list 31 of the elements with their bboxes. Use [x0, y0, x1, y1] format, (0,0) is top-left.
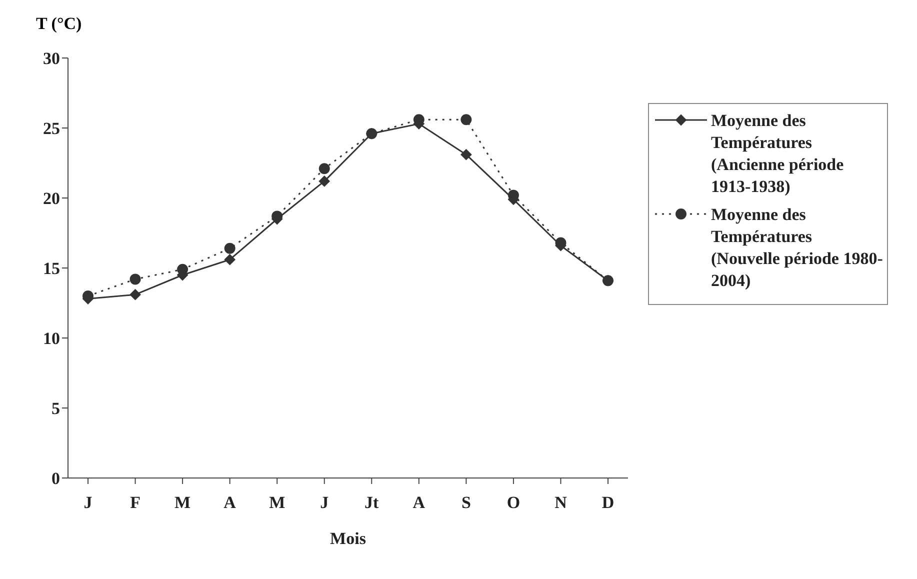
- point: [224, 254, 236, 266]
- x-tick-label: A: [412, 493, 426, 512]
- x-tick-label: O: [506, 493, 520, 512]
- x-tick-label: N: [554, 493, 568, 512]
- y-tick-label: 10: [43, 329, 60, 348]
- point: [318, 176, 330, 187]
- y-tick-label: 5: [52, 399, 60, 418]
- x-tick-label: S: [461, 493, 471, 512]
- point: [130, 289, 141, 300]
- x-axis-title: Mois: [330, 529, 366, 548]
- point: [460, 149, 472, 160]
- y-tick-label: 15: [43, 259, 60, 278]
- y-tick-label: 30: [43, 49, 60, 68]
- x-tick-label: F: [130, 493, 140, 512]
- y-tick-label: 0: [52, 469, 60, 488]
- x-tick-label: Jt: [364, 493, 380, 512]
- point: [460, 114, 472, 126]
- x-tick-label: D: [602, 493, 614, 512]
- y-axis-title: T (°C): [36, 14, 82, 34]
- x-tick-label: J: [84, 493, 93, 512]
- point: [130, 274, 141, 285]
- x-tick-label: A: [224, 493, 237, 512]
- point: [224, 242, 236, 254]
- x-tick-label: M: [269, 493, 286, 512]
- x-tick-label: M: [174, 493, 191, 512]
- legend-label: Moyenne des Températures (Nouvelle période 1980-2004): [711, 204, 883, 292]
- y-tick-label: 20: [43, 189, 60, 208]
- legend-label: Moyenne des Températures (Ancienne période 1913-1938): [711, 110, 845, 198]
- y-tick-label: 25: [43, 119, 60, 138]
- x-tick-label: J: [320, 493, 330, 512]
- point: [318, 163, 330, 174]
